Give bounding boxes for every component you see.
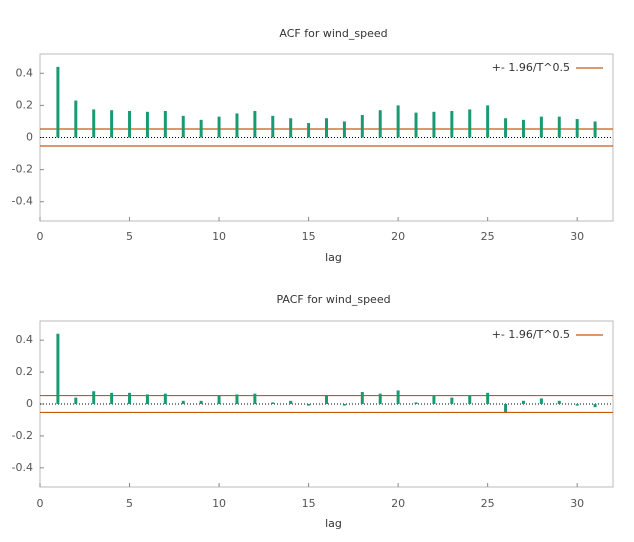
x-tick-label: 5 — [126, 230, 133, 243]
x-tick-label: 10 — [212, 230, 226, 243]
x-axis-label: lag — [325, 251, 342, 264]
x-tick-label: 25 — [481, 497, 495, 510]
y-tick-label: -0.2 — [12, 429, 33, 442]
y-tick-label: 0.4 — [16, 66, 34, 79]
x-tick-label: 20 — [391, 230, 405, 243]
y-tick-label: -0.4 — [12, 195, 33, 208]
x-tick-label: 0 — [37, 497, 44, 510]
x-tick-label: 25 — [481, 230, 495, 243]
x-axis-label: lag — [325, 517, 342, 530]
x-tick-label: 5 — [126, 497, 133, 510]
x-tick-label: 30 — [570, 497, 584, 510]
y-tick-label: 0.2 — [16, 365, 34, 378]
y-tick-label: -0.4 — [12, 461, 33, 474]
x-tick-label: 30 — [570, 230, 584, 243]
x-tick-label: 0 — [37, 230, 44, 243]
x-tick-label: 20 — [391, 497, 405, 510]
y-tick-label: -0.2 — [12, 163, 33, 176]
y-tick-label: 0.2 — [16, 98, 34, 111]
y-tick-label: 0.4 — [16, 333, 34, 346]
x-tick-label: 10 — [212, 497, 226, 510]
legend-label: +- 1.96/T^0.5 — [492, 328, 570, 341]
y-tick-label: 0 — [26, 131, 33, 144]
x-tick-label: 15 — [302, 230, 316, 243]
x-tick-label: 15 — [302, 497, 316, 510]
y-tick-label: 0 — [26, 397, 33, 410]
chart-title: PACF for wind_speed — [276, 293, 390, 306]
legend-label: +- 1.96/T^0.5 — [492, 61, 570, 74]
chart-title: ACF for wind_speed — [279, 27, 387, 40]
